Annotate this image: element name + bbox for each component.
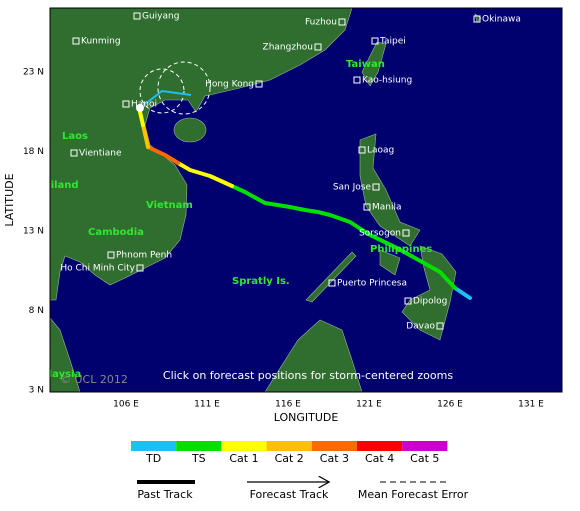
city-label: Davao [406,322,435,332]
intensity-swatch [131,441,177,451]
city-marker [122,100,130,108]
city-label: Sorsogon [359,229,401,239]
city-label: Kunming [81,37,121,47]
lat-tick-label: 13 N [23,227,44,237]
intensity-label: Cat 2 [275,452,304,465]
city-label: Hong Kong [205,80,254,90]
city-marker [402,229,410,237]
intensity-label: TD [145,452,161,465]
city-marker [133,12,141,20]
city-label: Vientiane [79,149,122,159]
map-area: Guiyang Kunming Fuzhou Okinawa Zhangzhou Taip… [30,8,562,392]
lon-tick-label: 106 E [113,400,139,410]
forecast-track [139,89,192,109]
city-marker [363,203,371,211]
city-marker [314,43,322,51]
current-position[interactable] [136,104,144,112]
intensity-swatch [266,441,312,451]
copyright: © UCL 2012 [60,373,128,386]
forecast [136,61,211,115]
lon-tick-label: 126 E [437,400,463,410]
y-axis-label: LATITUDE [3,173,16,226]
track-legend-label: Past Track [137,488,193,501]
lat-tick-label: 3 N [29,386,44,396]
city-marker [328,279,336,287]
lat-tick-label: 23 N [23,68,44,78]
city-label: Fuzhou [305,18,337,28]
city-label: Ho Chi Minh City [60,264,135,274]
city-marker [473,15,481,23]
city-marker [255,80,263,88]
legend: TD TS Cat 1 Cat 2 Cat 3 Cat 4 Cat 5 Past Track F… [131,441,469,501]
lat-tick-label: 8 N [29,306,44,316]
region-label: Thailand [30,180,79,191]
intensity-swatch [357,441,403,451]
track-legend-label: Forecast Track [250,488,329,501]
region-label: Cambodia [88,227,144,238]
city-label: Puerto Princesa [337,279,407,289]
city-marker [436,322,444,330]
intensity-label: Cat 4 [365,452,394,465]
x-axis-label: LONGITUDE [274,411,339,424]
past-track [138,110,472,300]
region-label: Malaysia [32,369,81,380]
error-circle [139,68,185,114]
city-marker [107,251,115,259]
city-label: San Jose [333,183,372,193]
land [50,8,482,392]
city-marker [372,183,380,191]
region-label: Philippines [370,244,432,255]
city-label: Hanoi [131,100,157,110]
city-label: Phnom Penh [116,251,172,261]
city-marker [338,18,346,26]
city-label: Okinawa [482,15,521,25]
intensity-label: TS [191,452,206,465]
city-marker [72,37,80,45]
city-marker [371,37,379,45]
intensity-label: Cat 5 [410,452,439,465]
region-label: Laos [62,131,88,142]
city-label: Taipei [379,37,406,47]
lon-tick-label: 121 E [356,400,382,410]
lat-tick-label: 18 N [23,147,44,157]
intensity-swatch [311,441,357,451]
city-marker [136,264,144,272]
lon-tick-label: 131 E [518,400,544,410]
region-label: Spratly Is. [232,276,290,287]
track-legend-label: Mean Forecast Error [358,488,469,501]
error-circle [157,61,211,115]
city-label: Manila [372,203,402,213]
city-label: Dipolog [413,297,447,307]
region-label: Taiwan [346,59,385,70]
city-label: Guiyang [142,12,179,22]
intensity-swatch [176,441,222,451]
city-label: Laoag [367,146,394,156]
city-marker [353,76,361,84]
city-marker [358,146,366,154]
intensity-swatch [221,441,267,451]
intensity-label: Cat 1 [229,452,258,465]
region-label: Vietnam [146,200,193,211]
map-frame [49,7,563,393]
lon-tick-label: 111 E [194,400,220,410]
intensity-label: Cat 3 [320,452,349,465]
city-marker [70,149,78,157]
city-label: Kao-hsiung [362,76,412,86]
caption: Click on forecast positions for storm-ce… [163,369,453,382]
intensity-swatch [402,441,448,451]
lon-tick-label: 116 E [275,400,301,410]
city-label: Zhangzhou [263,43,313,53]
city-marker [404,297,412,305]
